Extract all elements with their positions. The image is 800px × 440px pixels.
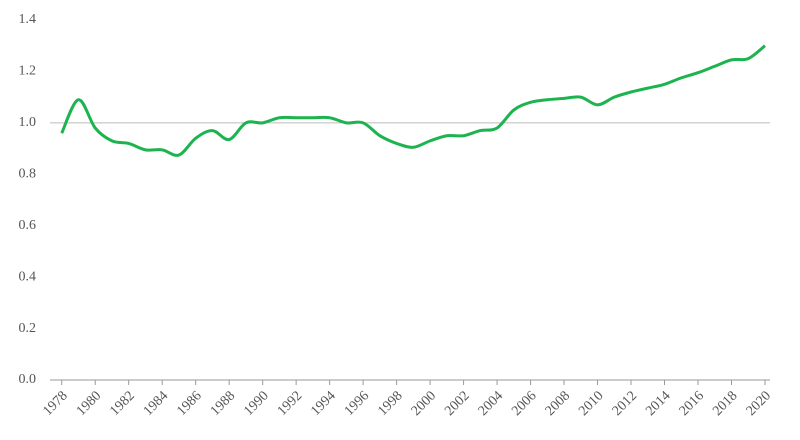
x-tick-label: 2018 <box>710 388 740 418</box>
data-line <box>60 44 766 157</box>
y-tick-label: 0.6 <box>19 218 37 233</box>
x-tick-label: 1990 <box>241 388 271 418</box>
y-tick-label: 1.4 <box>19 12 37 27</box>
x-tick-label: 2006 <box>509 388 539 418</box>
x-tick-label: 1996 <box>342 388 372 418</box>
x-tick-label: 2000 <box>409 388 439 418</box>
x-tick-label: 2010 <box>576 388 606 418</box>
x-tick-label: 2012 <box>610 388 640 418</box>
y-tick-label: 1.0 <box>19 115 37 130</box>
x-tick-label: 1988 <box>208 388 238 418</box>
x-tick-label: 1986 <box>174 388 204 418</box>
x-tick-label: 1998 <box>375 388 405 418</box>
y-tick-label: 0.0 <box>19 372 37 387</box>
x-tick-label: 1984 <box>141 388 171 418</box>
x-tick-label: 1992 <box>275 388 305 418</box>
x-tick-label: 2014 <box>643 388 673 418</box>
x-tick-label: 1982 <box>107 388 137 418</box>
y-tick-label: 0.4 <box>19 269 37 284</box>
y-tick-label: 0.2 <box>19 321 37 336</box>
y-tick-label: 1.2 <box>19 64 37 79</box>
x-tick-label: 2020 <box>744 388 774 418</box>
x-tick-label: 1994 <box>308 388 338 418</box>
y-tick-label: 0.8 <box>19 167 37 182</box>
x-tick-label: 1978 <box>40 388 70 418</box>
x-tick-label: 2002 <box>442 388 472 418</box>
x-tick-label: 1980 <box>74 388 104 418</box>
x-tick-label: 2004 <box>476 388 506 418</box>
x-tick-label: 2016 <box>677 388 707 418</box>
x-tick-label: 2008 <box>543 388 573 418</box>
